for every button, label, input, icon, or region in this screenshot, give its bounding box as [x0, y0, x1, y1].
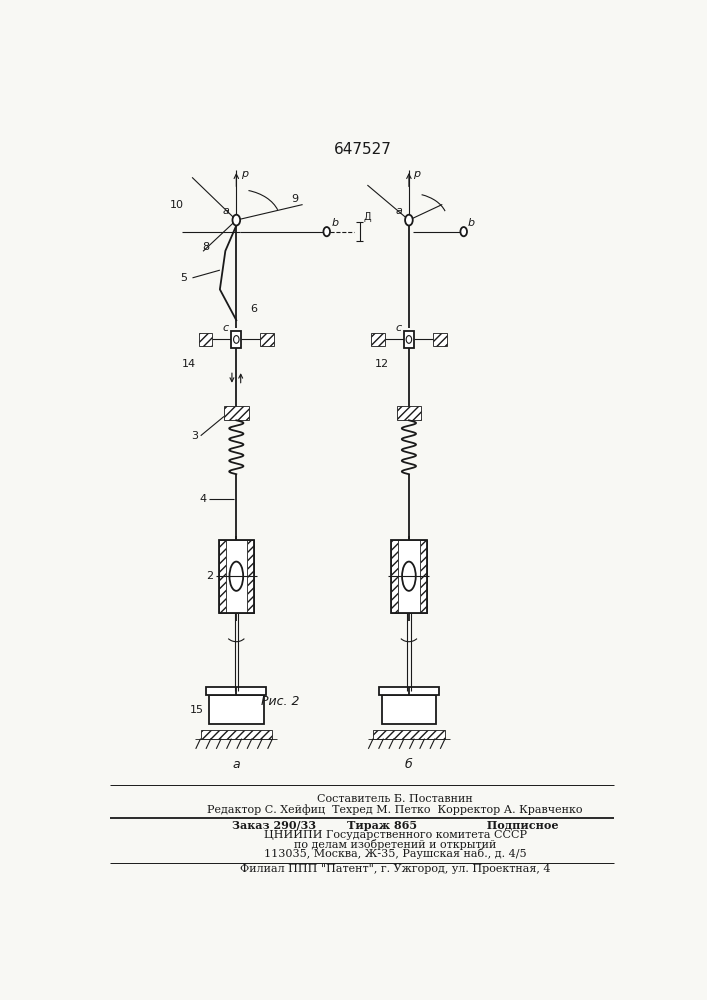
Text: а: а — [233, 758, 240, 771]
Bar — [398, 540, 419, 613]
Text: b: b — [331, 218, 338, 228]
Text: 15: 15 — [189, 705, 204, 715]
Text: 8: 8 — [201, 242, 209, 252]
Text: а: а — [395, 206, 402, 216]
Bar — [247, 540, 254, 613]
Bar — [382, 695, 436, 724]
Bar — [218, 540, 254, 613]
Text: Филиал ППП "Патент", г. Ужгород, ул. Проектная, 4: Филиал ППП "Патент", г. Ужгород, ул. Про… — [240, 864, 551, 874]
Text: 6: 6 — [250, 304, 257, 314]
Circle shape — [407, 336, 411, 343]
Text: 14: 14 — [182, 359, 196, 369]
Bar — [397, 406, 421, 420]
Text: 113035, Москва, Ж-35, Раушская наб., д. 4/5: 113035, Москва, Ж-35, Раушская наб., д. … — [264, 848, 527, 859]
Bar — [199, 333, 212, 346]
Bar — [218, 540, 226, 613]
Text: 3: 3 — [191, 431, 198, 441]
Bar — [419, 540, 427, 613]
Circle shape — [323, 227, 330, 236]
Bar — [201, 730, 272, 739]
Bar — [206, 687, 267, 695]
Text: 9: 9 — [291, 194, 298, 204]
Circle shape — [233, 215, 240, 225]
Text: Заказ 290/33        Тираж 865                  Подписное: Заказ 290/33 Тираж 865 Подписное — [232, 820, 559, 831]
Bar — [224, 406, 249, 420]
Text: по делам изобретений и открытий: по делам изобретений и открытий — [294, 839, 496, 850]
Text: Д: Д — [364, 212, 372, 222]
Text: 10: 10 — [170, 200, 185, 210]
Text: Составитель Б. Поставнин: Составитель Б. Поставнин — [317, 794, 473, 804]
Bar — [391, 540, 427, 613]
Text: 5: 5 — [180, 273, 187, 283]
Text: р: р — [240, 169, 248, 179]
Bar — [379, 687, 439, 695]
Bar — [404, 331, 414, 348]
Text: Рис. 2: Рис. 2 — [261, 695, 299, 708]
Bar — [371, 333, 385, 346]
Circle shape — [460, 227, 467, 236]
Bar — [260, 333, 274, 346]
Text: 647527: 647527 — [334, 142, 391, 157]
Bar — [373, 730, 445, 739]
Text: б: б — [405, 758, 413, 771]
Bar — [231, 331, 241, 348]
Bar — [433, 333, 447, 346]
Text: а: а — [223, 206, 230, 216]
Text: 2: 2 — [206, 571, 213, 581]
Ellipse shape — [230, 562, 243, 591]
Bar — [226, 540, 247, 613]
Circle shape — [405, 215, 413, 225]
Text: с: с — [395, 323, 402, 333]
Bar — [209, 695, 264, 724]
Text: с: с — [223, 323, 228, 333]
Text: р: р — [414, 169, 421, 179]
Circle shape — [233, 336, 239, 343]
Text: 4: 4 — [199, 494, 206, 504]
Ellipse shape — [402, 562, 416, 591]
Text: ЦНИИПИ Государственного комитета СССР: ЦНИИПИ Государственного комитета СССР — [264, 830, 527, 840]
Text: Редактор С. Хейфиц  Техред М. Петко  Корректор А. Кравченко: Редактор С. Хейфиц Техред М. Петко Корре… — [207, 805, 583, 815]
Text: b: b — [468, 218, 475, 228]
Bar — [391, 540, 398, 613]
Text: 12: 12 — [375, 359, 389, 369]
